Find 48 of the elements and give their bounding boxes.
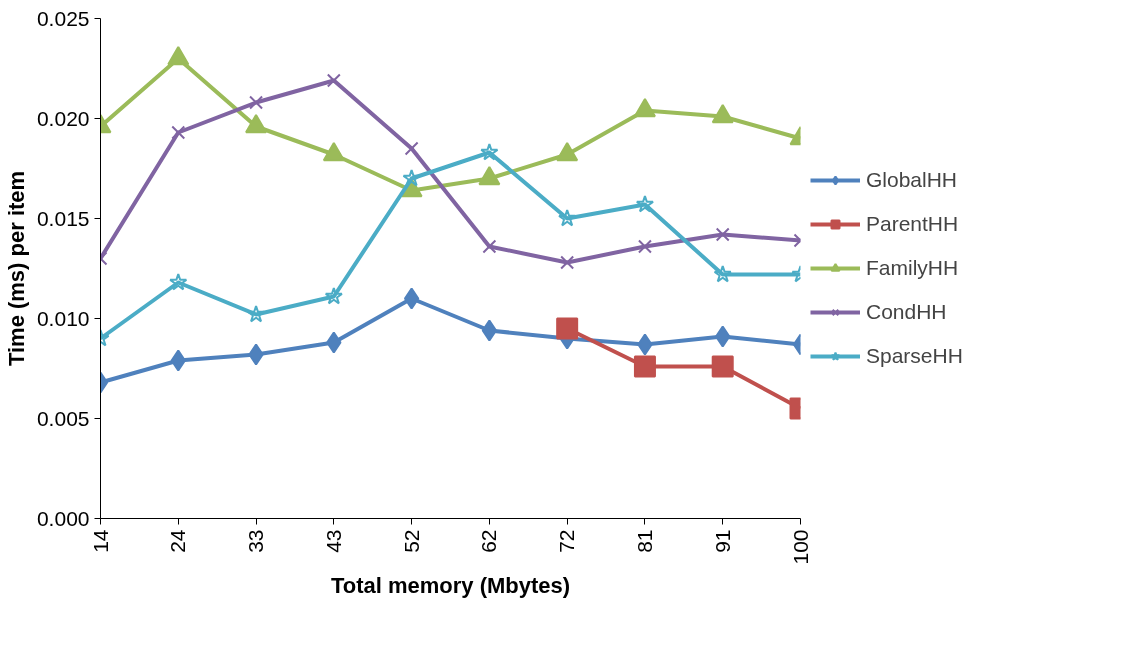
x-tick-label: 14 — [88, 529, 112, 553]
point — [633, 97, 656, 118]
x-tick-label: 52 — [399, 529, 423, 553]
y-tick-label: 0.015 — [36, 206, 90, 230]
legend-label: GlobalHH — [866, 168, 958, 192]
x-tick-label: 62 — [477, 529, 501, 553]
point — [637, 239, 652, 254]
x-tick-label: 91 — [710, 529, 734, 553]
point — [245, 113, 268, 134]
point — [558, 209, 577, 227]
y-tick-label: 0.010 — [36, 306, 90, 330]
x-tick-label: 43 — [321, 529, 345, 553]
point — [556, 317, 579, 340]
legend-label: SparseHH — [866, 344, 963, 368]
x-tick-label: 81 — [632, 529, 656, 553]
x-axis-title: Total memory (Mbytes) — [330, 572, 571, 598]
point — [556, 141, 579, 162]
point — [560, 255, 575, 270]
point — [169, 273, 188, 291]
point — [404, 141, 419, 156]
point — [711, 103, 734, 124]
point — [403, 287, 420, 310]
y-tick-label: 0.025 — [36, 6, 90, 30]
y-axis-title: Time (ms) per item — [3, 170, 29, 367]
legend-label: ParentHH — [866, 212, 959, 236]
y-tick-label: 0.000 — [36, 506, 90, 530]
legend-label: FamilyHH — [866, 256, 959, 280]
y-tick-label: 0.005 — [36, 406, 90, 430]
point — [480, 143, 499, 161]
point — [481, 319, 498, 342]
x-tick-label: 33 — [244, 529, 268, 553]
x-tick-label: 24 — [166, 529, 190, 553]
x-tick-label: 100 — [788, 529, 812, 565]
point — [322, 141, 345, 162]
point — [635, 195, 655, 213]
point — [324, 287, 343, 305]
point — [711, 355, 734, 378]
y-tick-label: 0.020 — [36, 106, 90, 130]
point — [246, 305, 266, 323]
point — [715, 227, 730, 242]
point — [402, 169, 421, 187]
legend-label: CondHH — [866, 300, 947, 324]
x-tick-label: 72 — [555, 529, 579, 553]
point — [167, 45, 190, 66]
point — [478, 165, 501, 186]
point — [482, 239, 497, 254]
point — [633, 355, 656, 378]
point — [713, 265, 732, 283]
